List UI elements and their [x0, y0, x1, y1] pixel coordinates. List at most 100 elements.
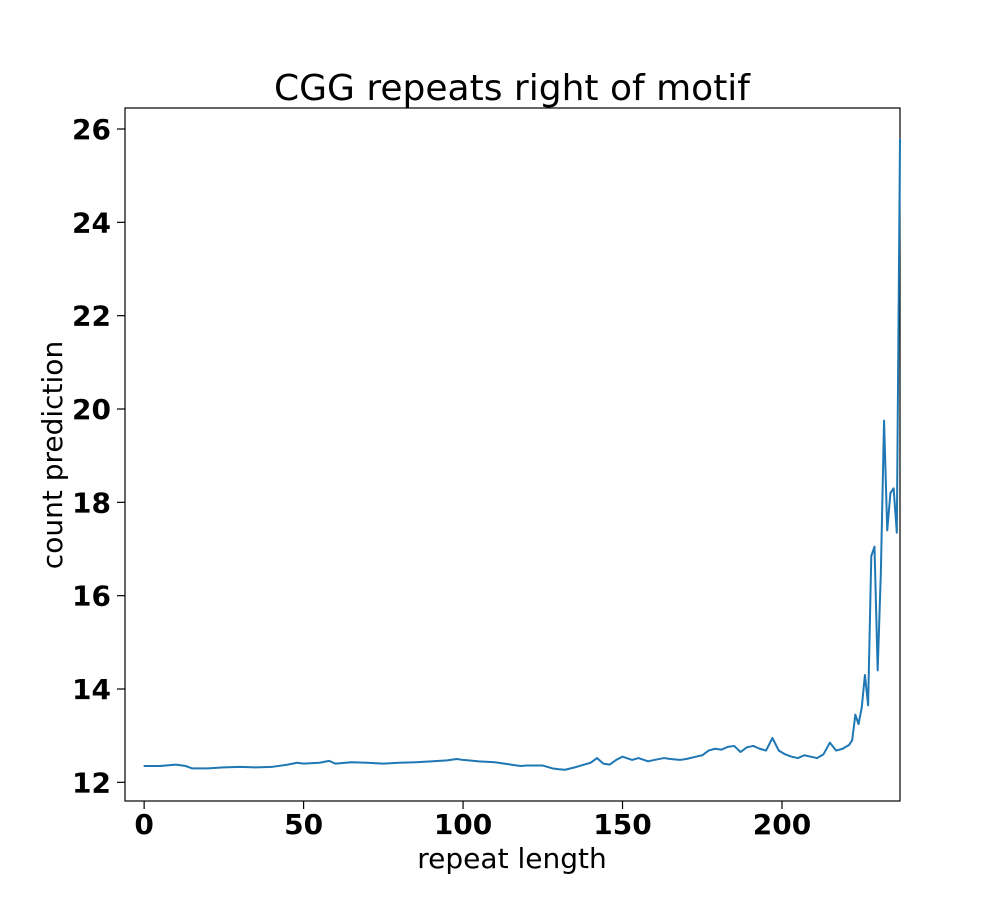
data-point	[714, 747, 716, 750]
data-point	[455, 758, 458, 760]
data-point	[254, 766, 257, 769]
data-point	[637, 757, 640, 759]
data-point	[758, 747, 761, 750]
y-tick-label: 22	[72, 300, 111, 333]
data-point	[892, 487, 895, 490]
data-point	[829, 741, 831, 744]
data-point	[602, 762, 605, 765]
x-tick-label: 50	[284, 808, 323, 841]
data-point	[318, 761, 321, 764]
y-tick-label: 16	[72, 580, 111, 613]
x-axis-label: repeat length	[417, 842, 606, 875]
data-point	[765, 749, 767, 752]
data-point	[184, 765, 187, 767]
data-point	[899, 138, 901, 141]
data-point	[790, 755, 793, 758]
data-point	[803, 754, 806, 757]
data-point	[707, 749, 710, 752]
data-point	[526, 764, 528, 767]
x-tick-label: 200	[753, 808, 811, 841]
y-axis-label: count prediction	[36, 341, 69, 569]
data-point	[851, 739, 853, 742]
data-point	[366, 761, 369, 764]
plot-frame	[124, 107, 901, 802]
data-point	[848, 744, 850, 746]
data-point	[207, 767, 209, 770]
data-point	[334, 762, 337, 765]
x-tick-label: 150	[593, 808, 651, 841]
data-point	[809, 755, 812, 758]
data-point	[816, 757, 818, 759]
data-point	[557, 768, 560, 771]
series-points	[143, 138, 901, 771]
data-point	[541, 764, 544, 767]
data-point	[478, 760, 480, 763]
data-point	[886, 529, 889, 532]
data-point	[876, 669, 879, 672]
data-point	[896, 531, 898, 534]
data-point	[573, 766, 576, 769]
y-tick-label: 24	[72, 206, 111, 239]
data-point	[870, 555, 873, 557]
data-point	[739, 751, 742, 753]
data-point	[679, 759, 681, 761]
data-point	[159, 765, 161, 767]
data-point	[510, 763, 512, 766]
data-point	[720, 748, 723, 751]
y-tick-label: 18	[72, 486, 111, 519]
data-point	[615, 759, 617, 761]
data-point	[564, 768, 566, 771]
data-point	[854, 713, 857, 716]
data-point	[685, 758, 688, 760]
data-point	[143, 765, 145, 767]
x-tick-label: 100	[434, 808, 492, 841]
data-point	[302, 762, 305, 765]
data-point	[239, 766, 241, 768]
data-point	[519, 765, 522, 767]
data-point	[701, 754, 704, 757]
data-point	[296, 761, 299, 764]
data-point	[382, 762, 385, 765]
data-point	[663, 757, 665, 759]
data-point	[864, 674, 866, 676]
x-tick-label: 0	[134, 808, 153, 841]
data-point	[621, 755, 624, 758]
x-axis: 0 50 100 150 200	[134, 801, 811, 841]
data-point	[733, 745, 735, 747]
data-point	[647, 760, 649, 763]
data-point	[889, 492, 892, 494]
data-point	[778, 749, 780, 752]
y-tick-label: 26	[72, 113, 111, 146]
data-point	[494, 761, 496, 764]
data-point	[822, 753, 825, 756]
data-point	[631, 759, 633, 761]
data-point	[446, 759, 448, 762]
data-point	[414, 761, 417, 764]
data-point	[608, 763, 611, 766]
data-point	[653, 759, 656, 761]
data-point	[784, 753, 786, 756]
data-point	[669, 758, 672, 760]
data-point	[752, 745, 755, 747]
y-axis: 12 14 16 18 20 22 24 26	[72, 113, 125, 799]
data-point	[430, 760, 432, 763]
data-point	[175, 763, 177, 766]
data-point	[880, 571, 882, 574]
data-point	[841, 747, 844, 750]
y-tick-label: 20	[72, 393, 111, 426]
data-point	[835, 749, 838, 752]
data-point	[270, 766, 273, 768]
data-point	[746, 746, 748, 749]
data-point	[589, 761, 592, 764]
data-point	[286, 763, 289, 766]
data-point	[223, 766, 225, 769]
y-tick-label: 14	[72, 673, 111, 706]
data-point	[583, 763, 586, 766]
data-point	[328, 760, 330, 762]
data-point	[350, 761, 353, 764]
data-point	[191, 767, 193, 770]
data-point	[551, 767, 554, 770]
data-point	[867, 704, 869, 707]
data-point	[695, 755, 697, 758]
